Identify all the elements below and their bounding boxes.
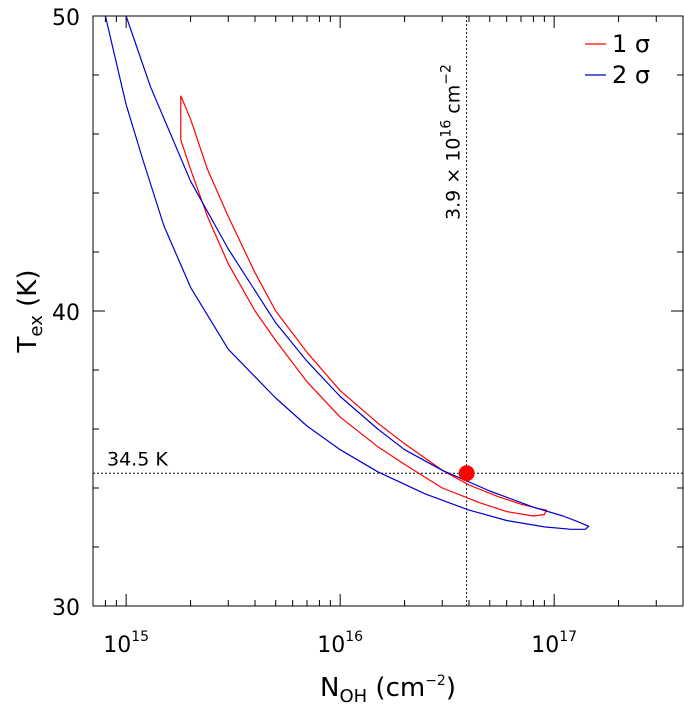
legend-label-1sigma: 1 σ	[612, 30, 650, 58]
x-tick-label: 1015	[103, 629, 149, 658]
x-tick-labels: 1015 1016 1017	[103, 629, 577, 658]
x-axis-label: NOH (cm−2)	[320, 673, 456, 704]
y-tick-labels: 30 40 50	[52, 6, 80, 621]
plot-area	[93, 16, 683, 606]
minor-ticks	[92, 16, 684, 606]
y-axis-label: Tex (K)	[13, 270, 47, 354]
plot-frame	[92, 15, 684, 607]
vline-annotation: 3.9 × 1016 cm−2	[439, 64, 465, 220]
best-fit-point	[458, 465, 475, 482]
contour-1sigma	[180, 95, 547, 517]
y-tick-label: 30	[52, 596, 80, 621]
contour-2sigma	[104, 15, 590, 530]
legend-label-2sigma: 2 σ	[612, 61, 650, 89]
hline-annotation: 34.5 K	[107, 448, 168, 470]
x-tick-label: 1017	[531, 629, 577, 658]
contours	[104, 15, 590, 530]
y-tick-label: 50	[52, 6, 80, 31]
x-tick-label: 1016	[317, 629, 363, 658]
y-tick-label: 40	[52, 301, 80, 326]
legend: 1 σ 2 σ	[585, 30, 650, 89]
